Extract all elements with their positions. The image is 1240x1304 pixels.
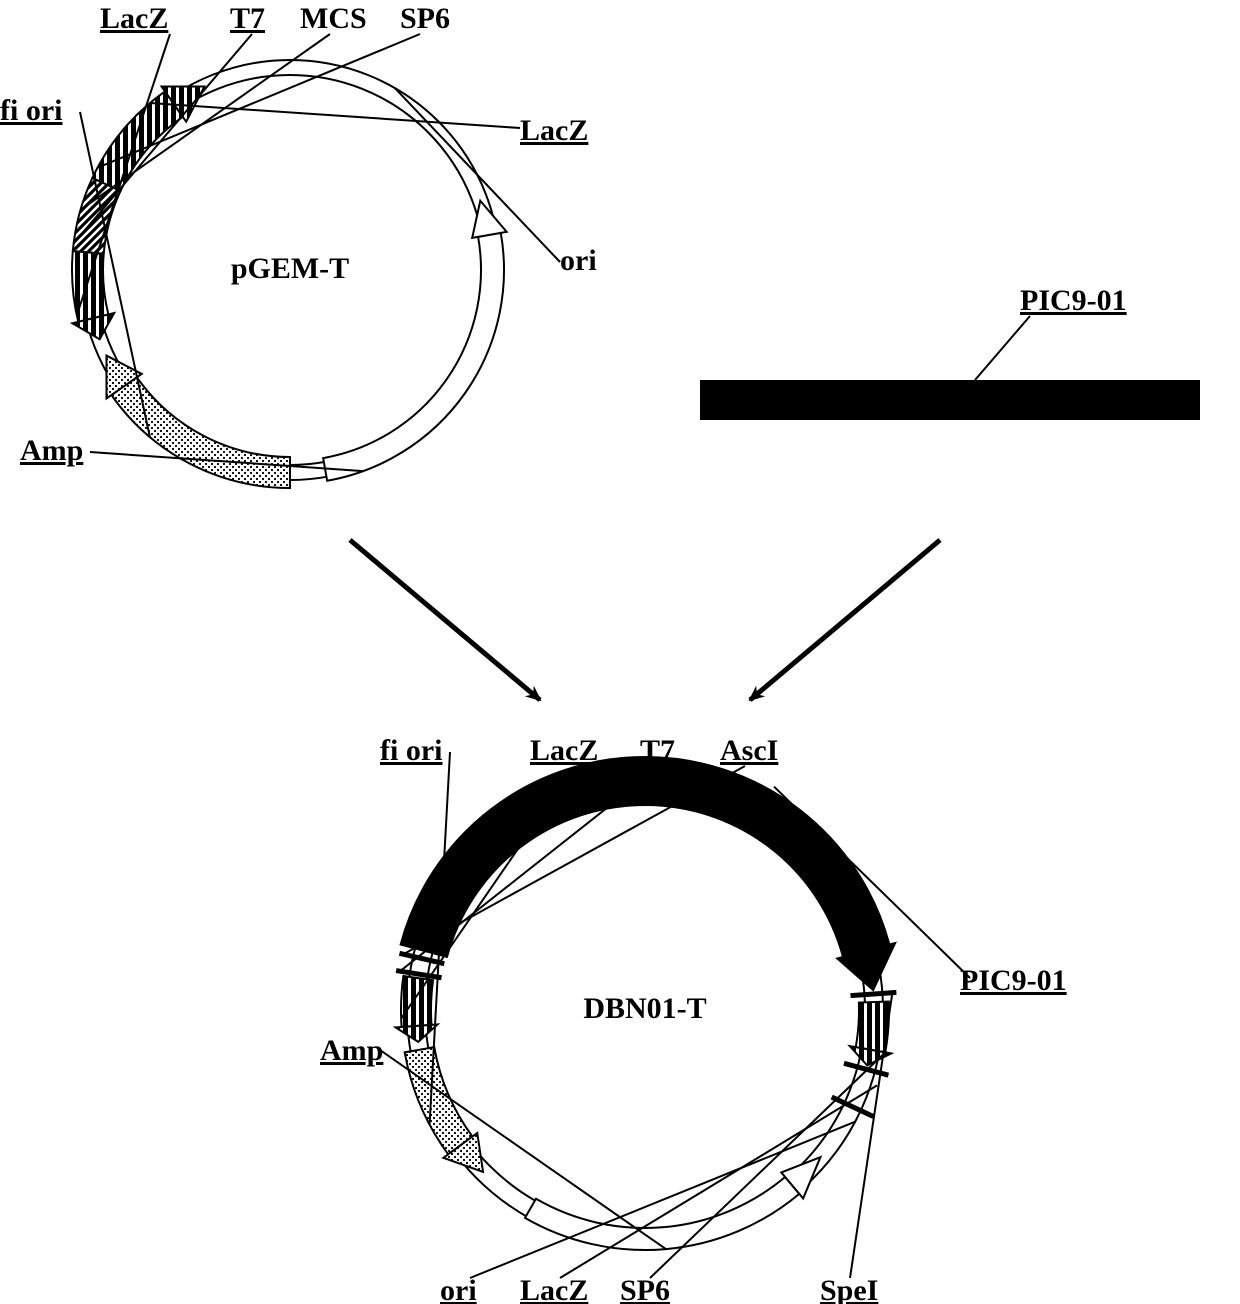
svg-text:AscI: AscI xyxy=(720,734,778,767)
svg-text:SpeI: SpeI xyxy=(820,1274,878,1304)
svg-text:Amp: Amp xyxy=(320,1034,383,1067)
insert-label: PIC9-01 xyxy=(1020,284,1127,317)
arrow-left xyxy=(350,540,540,700)
svg-text:T7: T7 xyxy=(640,734,675,767)
svg-text:SP6: SP6 xyxy=(400,2,450,35)
svg-text:LacZ: LacZ xyxy=(520,1274,588,1304)
svg-text:PIC9-01: PIC9-01 xyxy=(960,964,1067,997)
svg-text:ori: ori xyxy=(560,244,597,277)
plasmid-name: pGEM-T xyxy=(231,252,349,285)
plasmid-pgemt: pGEM-T LacZ T7 MCS SP6 LacZ ori Amp fi ori xyxy=(0,2,597,488)
svg-text:SP6: SP6 xyxy=(620,1274,670,1304)
svg-text:LacZ: LacZ xyxy=(530,734,598,767)
plasmid-dbn01t: DBN01-T fi ori LacZ T7 AscI PIC9-01 SpeI SP6 Lac… xyxy=(320,734,1067,1304)
plasmid-name: DBN01-T xyxy=(583,992,706,1025)
svg-text:LacZ: LacZ xyxy=(100,2,168,35)
arrow-right xyxy=(750,540,940,700)
insert-pic9: PIC9-01 xyxy=(700,284,1200,420)
svg-text:fi ori: fi ori xyxy=(0,94,62,127)
insert-bar xyxy=(700,380,1200,420)
flow-arrows xyxy=(350,540,940,700)
svg-text:MCS: MCS xyxy=(300,2,367,35)
svg-text:Amp: Amp xyxy=(20,434,83,467)
svg-text:fi ori: fi ori xyxy=(380,734,442,767)
svg-text:LacZ: LacZ xyxy=(520,114,588,147)
svg-text:T7: T7 xyxy=(230,2,265,35)
